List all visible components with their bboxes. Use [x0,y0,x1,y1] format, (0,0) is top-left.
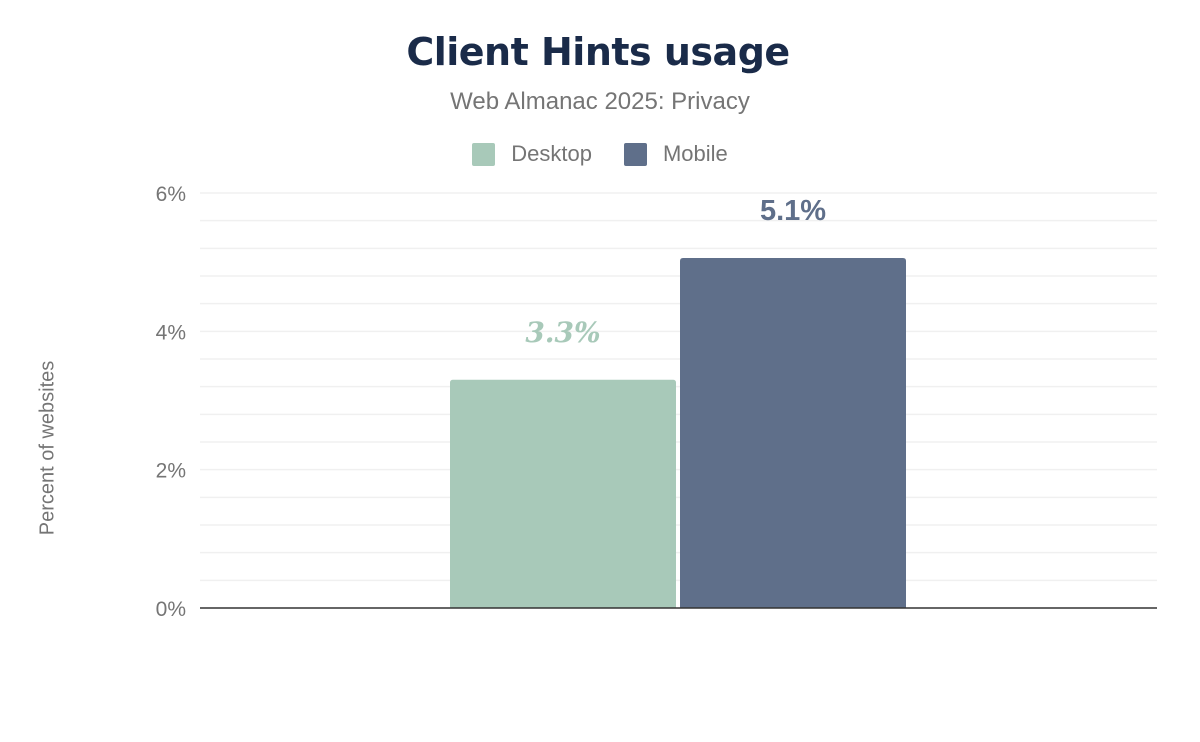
legend-label-desktop: Desktop [511,141,592,166]
legend-swatch-desktop [472,142,496,166]
bar-desktop [450,379,676,608]
y-tick-label: 2% [156,460,186,483]
legend: Desktop Mobile [0,141,1200,167]
data-label-desktop: 3.3% [525,316,600,349]
legend-item-mobile[interactable]: Mobile [623,141,728,167]
y-tick-label: 6% [156,183,186,206]
bar-mobile [680,258,906,608]
legend-item-desktop[interactable]: Desktop [472,141,592,167]
y-tick-label: 4% [156,321,186,344]
y-tick-label: 0% [156,598,186,621]
chart-title: Client Hints usage [406,30,790,74]
data-label-mobile: 5.1% [760,195,826,227]
legend-label-mobile: Mobile [662,141,728,166]
chart-subtitle: Web Almanac 2025: Privacy [450,88,750,115]
legend-swatch-mobile [623,142,647,166]
